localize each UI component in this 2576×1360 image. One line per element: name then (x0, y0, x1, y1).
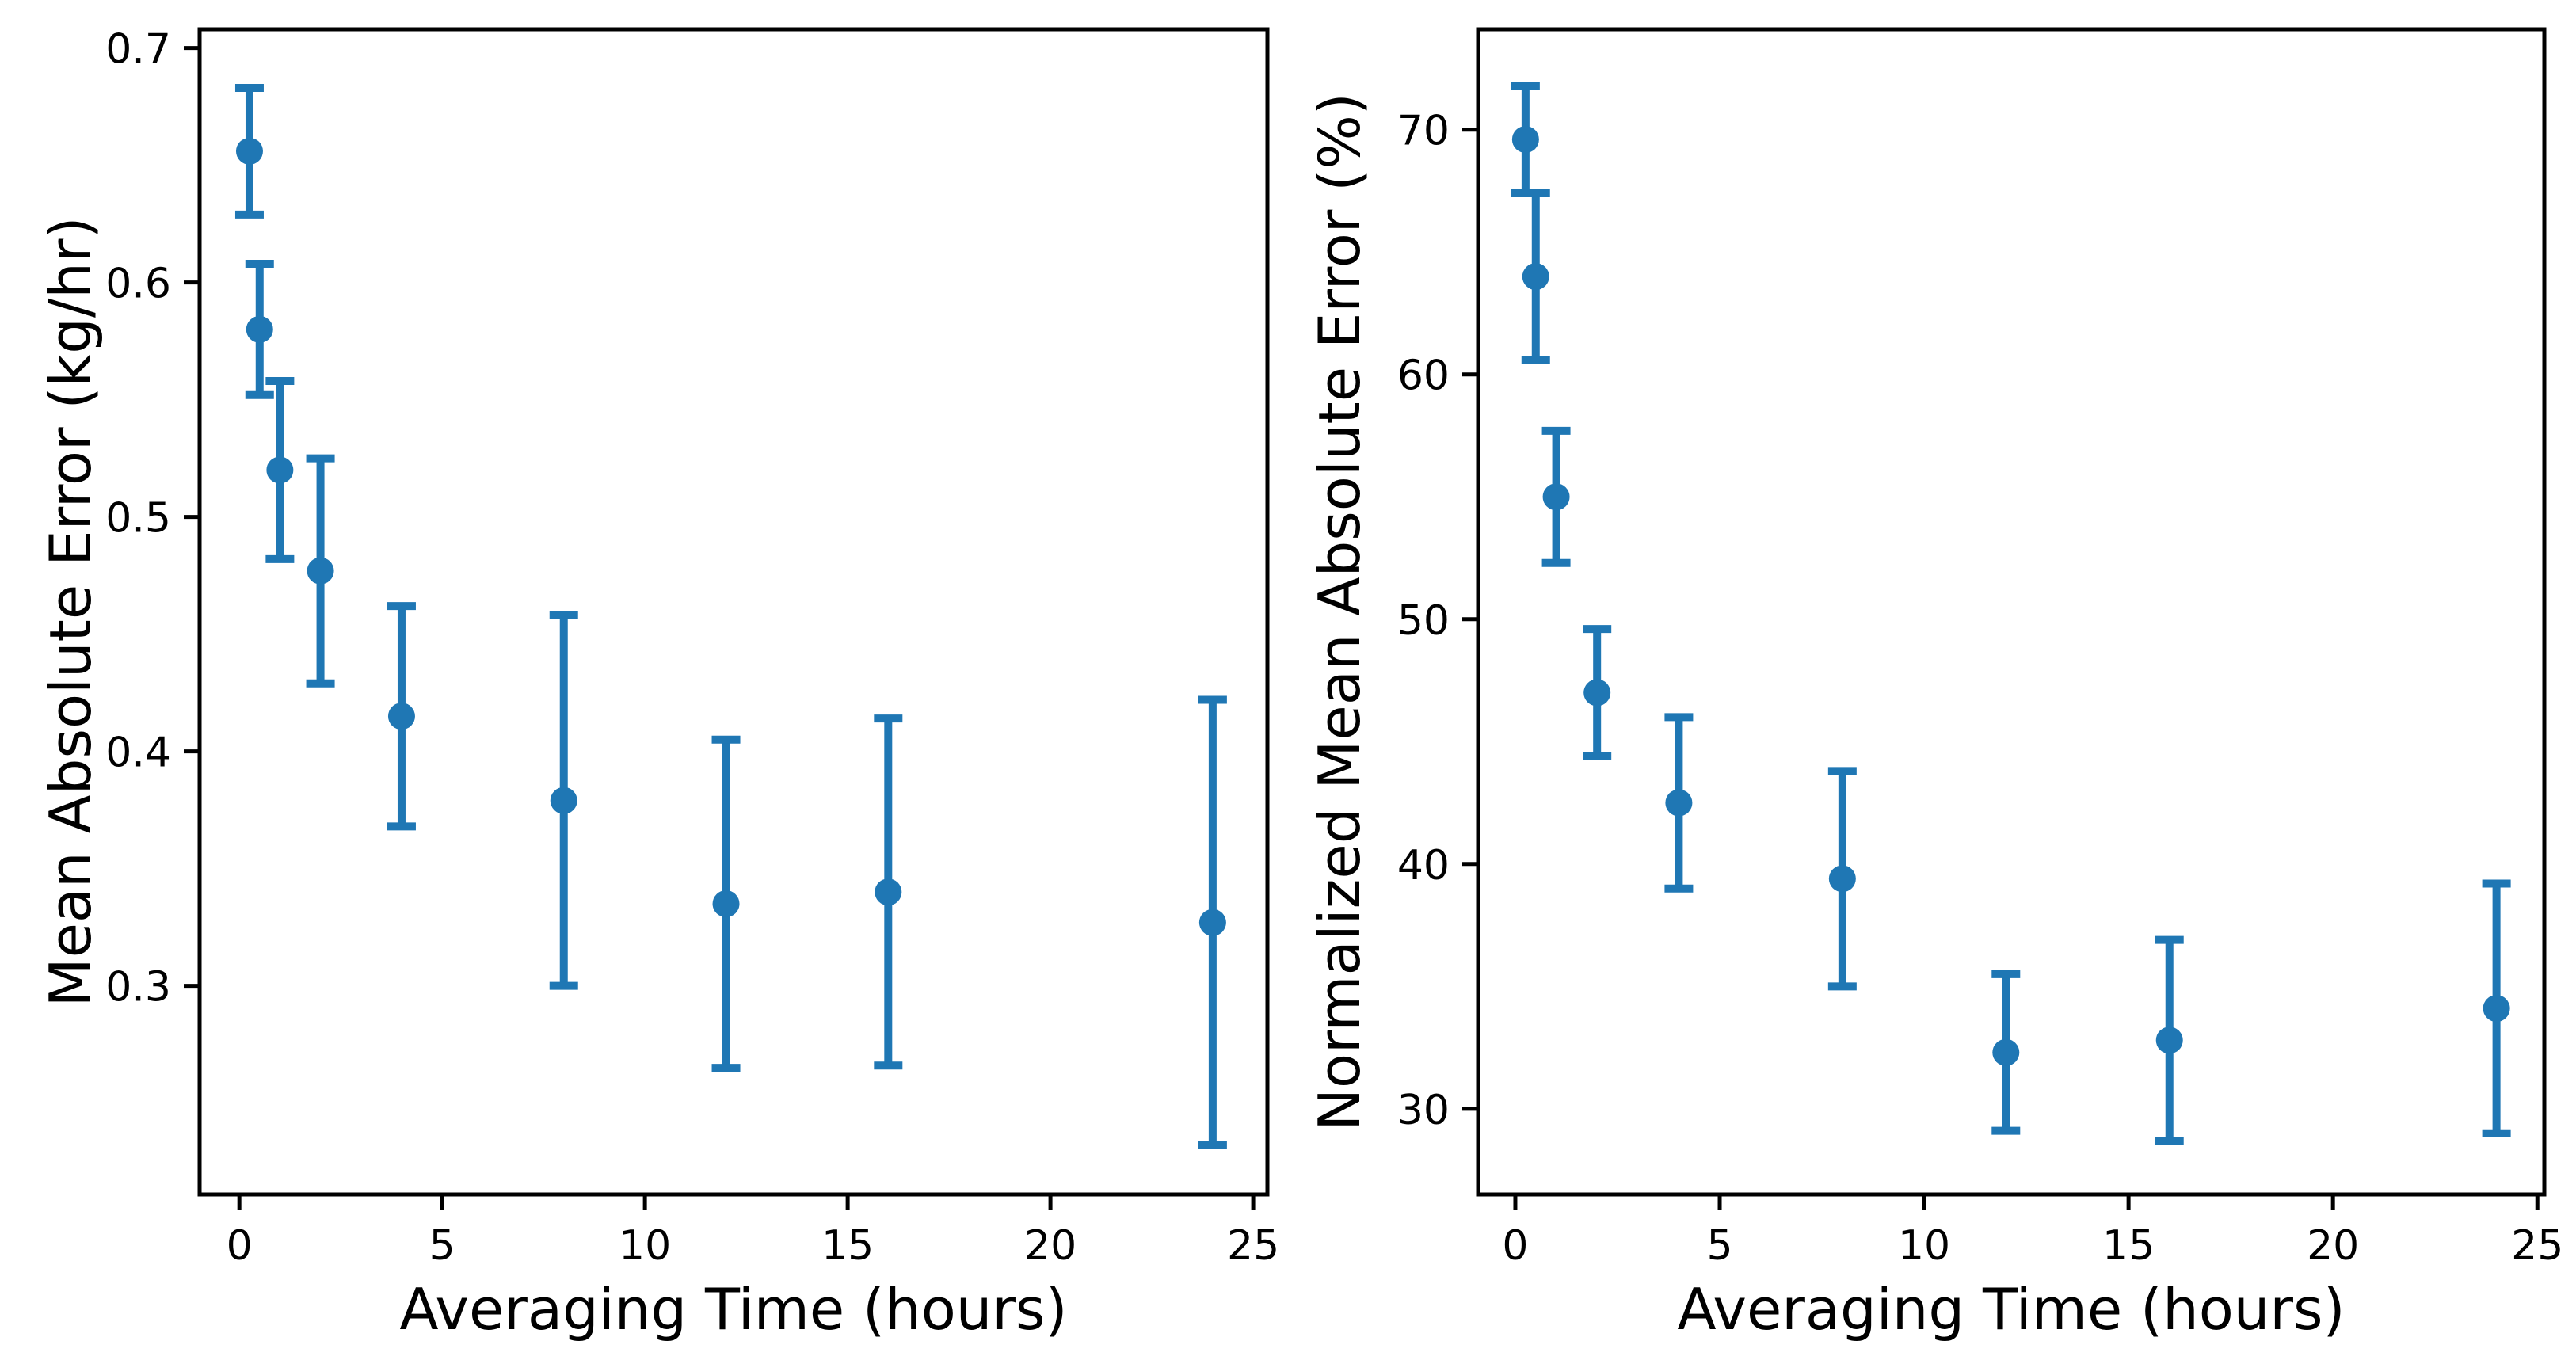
data-point (1542, 483, 1570, 511)
y-axis-label: Mean Absolute Error (kg/hr) (37, 216, 104, 1007)
y-tick-label: 50 (1397, 597, 1450, 645)
plot-border (197, 27, 1270, 1197)
x-tick-label: 5 (1706, 1222, 1732, 1270)
x-tick-label: 5 (429, 1222, 455, 1270)
x-tick-label: 25 (2511, 1222, 2563, 1270)
subplot-0: 0 5 10 15 20 25 0.3 0.4 0.5 0.6 0.7 Averaging Time … (37, 26, 1279, 1343)
y-tick-label: 40 (1397, 842, 1450, 890)
y-tick-label: 0.4 (105, 730, 171, 777)
x-tick-label: 20 (1024, 1222, 1077, 1270)
x-axis-label: Averaging Time (hours) (399, 1276, 1067, 1343)
data-point (1665, 789, 1693, 817)
right-chart-normalized-mean-absolute-error: 0 5 10 15 20 25 30 40 50 60 70 Averaging Time (hour… (1288, 0, 2576, 1360)
y-tick-label: 30 (1397, 1087, 1450, 1134)
data-point (1522, 263, 1549, 291)
x-tick-label: 25 (1227, 1222, 1279, 1270)
data-point (1198, 909, 1226, 936)
data-point (307, 557, 334, 585)
subplot-1: 0 5 10 15 20 25 30 40 50 60 70 Averaging Time (hour… (1306, 27, 2563, 1343)
data-point (1992, 1038, 2020, 1066)
data-point (550, 787, 577, 814)
data-point (1828, 865, 1856, 893)
y-tick-label: 0.5 (105, 495, 171, 543)
data-point (1511, 126, 1539, 154)
y-tick-label: 70 (1397, 108, 1450, 155)
x-axis-label: Averaging Time (hours) (1677, 1276, 2345, 1343)
plot-border (1476, 27, 2547, 1197)
x-tick-label: 0 (227, 1222, 253, 1270)
x-tick-label: 15 (821, 1222, 874, 1270)
left-chart-mean-absolute-error: 0 5 10 15 20 25 0.3 0.4 0.5 0.6 0.7 Averaging Time … (37, 26, 1279, 1343)
x-tick-label: 0 (1502, 1222, 1528, 1270)
data-point (246, 315, 273, 343)
data-point (2155, 1027, 2183, 1054)
data-point (875, 878, 902, 906)
x-tick-label: 10 (1898, 1222, 1950, 1270)
x-tick-label: 10 (619, 1222, 671, 1270)
x-tick-label: 20 (2307, 1222, 2359, 1270)
data-point (235, 137, 263, 165)
y-tick-label: 0.6 (105, 261, 171, 308)
data-point (1583, 679, 1611, 707)
data-point (266, 456, 294, 484)
data-point (387, 703, 415, 730)
y-tick-label: 60 (1397, 352, 1450, 400)
data-point (2483, 995, 2510, 1023)
y-tick-label: 0.3 (105, 964, 171, 1011)
y-axis-label: Normalized Mean Absolute Error (%) (1306, 93, 1373, 1131)
y-tick-label: 0.7 (105, 26, 171, 74)
x-tick-label: 15 (2102, 1222, 2155, 1270)
data-point (712, 890, 740, 917)
